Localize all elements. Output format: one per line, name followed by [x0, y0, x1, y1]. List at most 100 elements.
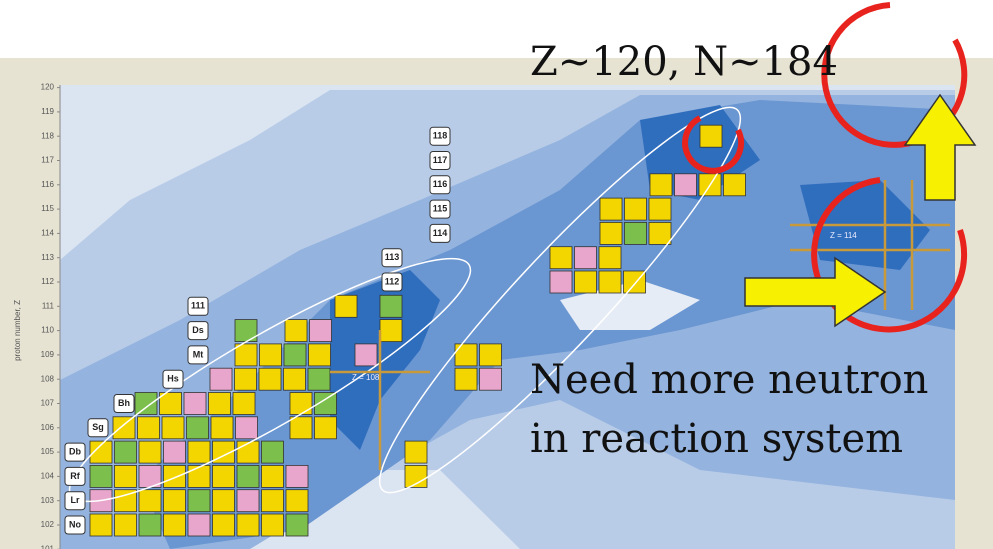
ellipse [378, 106, 742, 494]
circle [821, 2, 968, 148]
nuclide [598, 246, 622, 270]
nuclide [232, 392, 256, 415]
nuclide [599, 221, 623, 245]
y-tick-label: 116 [41, 180, 54, 189]
y-tick-label: 101 [41, 544, 55, 549]
element-box [64, 442, 86, 462]
y-tick-label: 106 [41, 423, 55, 432]
element-box [64, 466, 86, 486]
nuclide [283, 367, 306, 391]
nuclide [404, 464, 428, 488]
nuclide [259, 343, 282, 367]
y-tick-label: 107 [41, 399, 55, 408]
nuclide [624, 221, 647, 245]
nuclide [183, 392, 207, 415]
nuclide [236, 489, 260, 513]
nuclide [674, 173, 697, 197]
nuclide [574, 246, 597, 270]
nuclide [599, 197, 623, 221]
y-tick-label: 109 [41, 350, 55, 359]
nuclide [186, 416, 209, 440]
y-axis-label: proton number, Z [13, 300, 22, 361]
nuclide [114, 489, 137, 513]
y-tick-label: 102 [41, 520, 55, 529]
element-box [429, 151, 451, 170]
element-box [429, 223, 451, 243]
nuclide [212, 489, 235, 513]
nuclide [314, 416, 337, 440]
element-box [429, 199, 451, 219]
y-tick-label: 114 [41, 229, 54, 238]
nuclide [134, 392, 158, 415]
y-tick-label: 111 [42, 301, 55, 310]
nuclide [159, 392, 182, 415]
nuclide [623, 270, 646, 294]
nuclide [289, 392, 313, 415]
y-tick-label: 113 [41, 253, 54, 262]
nuclide [163, 440, 186, 464]
nuclide [208, 392, 231, 415]
nuclide [138, 513, 162, 537]
nuclide [187, 513, 211, 537]
annotation: Need more neutron [530, 357, 928, 403]
element-label: Rf [70, 471, 80, 481]
nuclide [89, 464, 113, 488]
nuclide [289, 416, 313, 440]
nuclide [212, 464, 235, 488]
element-box [187, 345, 209, 365]
nuclide [454, 367, 478, 391]
nuclide [379, 294, 403, 318]
y-tick-label: 108 [41, 374, 55, 383]
nuclide [723, 173, 746, 197]
right-arrow [744, 256, 887, 328]
element-box [113, 394, 135, 413]
y-tick-label: 104 [41, 472, 55, 481]
nuclide [138, 440, 162, 464]
element-label: 117 [433, 155, 448, 165]
element-box [429, 175, 451, 195]
nuclide-boxes [89, 124, 746, 537]
nuclide [89, 440, 113, 464]
y-tick-label: 120 [41, 83, 55, 92]
nuclide [261, 489, 284, 513]
nuclide [236, 464, 260, 488]
nuclide [210, 416, 234, 440]
element-label: Db [69, 446, 81, 456]
nuclide [699, 124, 723, 148]
y-tick-label: 119 [41, 107, 54, 116]
nuclide [137, 416, 160, 440]
nuclide [163, 513, 186, 537]
circle [811, 177, 968, 333]
element-label: Mt [193, 349, 204, 359]
nuclide [89, 513, 113, 537]
nuclide [261, 513, 284, 537]
nuclide [114, 513, 137, 537]
element-label: 114 [433, 228, 448, 238]
arrows [744, 93, 977, 328]
element-label: Ds [192, 325, 204, 335]
nuclide [212, 440, 235, 464]
nuclide [187, 464, 211, 488]
nuclide [234, 367, 257, 391]
element-box [87, 418, 109, 438]
nuclide [163, 464, 186, 488]
nuclide [479, 343, 502, 367]
element-label: Hs [167, 374, 179, 384]
nuclide [283, 343, 307, 367]
y-tick-label: 112 [41, 277, 54, 286]
element-label: 116 [433, 179, 448, 189]
nuclide [258, 367, 282, 391]
element-box [381, 248, 403, 268]
nuclide [649, 173, 673, 197]
nuclide [454, 343, 478, 367]
nuclide [549, 270, 573, 294]
element-label: 115 [433, 203, 448, 213]
nuclide [212, 513, 235, 537]
nuclide [648, 221, 672, 245]
element-label: 118 [433, 131, 448, 141]
element-box [429, 126, 451, 146]
nuclide [236, 513, 260, 537]
element-label: 112 [385, 276, 400, 286]
element-label: Lr [71, 495, 80, 505]
